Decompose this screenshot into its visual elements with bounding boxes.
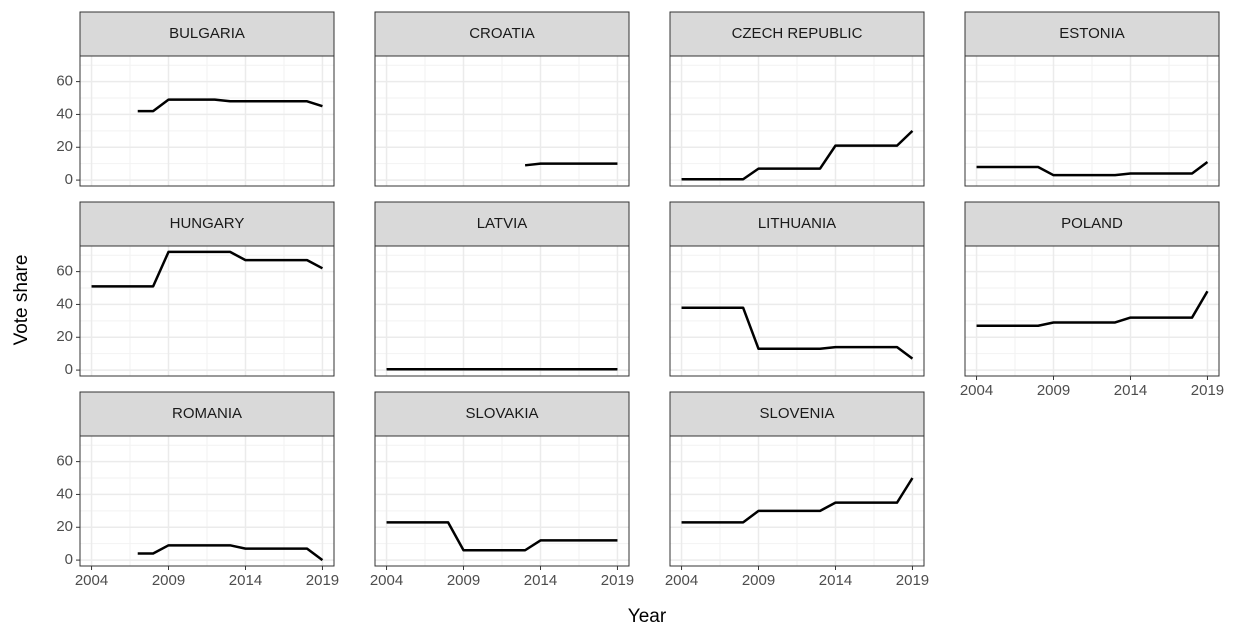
strip — [669, 391, 925, 437]
data-line — [137, 98, 323, 113]
strip-title: LITHUANIA — [758, 215, 836, 232]
strip-title: BULGARIA — [169, 25, 245, 42]
x-tick-label: 2009 — [1037, 382, 1070, 399]
panel-border — [669, 435, 925, 567]
strip — [374, 11, 630, 57]
x-tick-label: 2004 — [665, 572, 698, 589]
x-tick-label: 2019 — [896, 572, 929, 589]
strip — [374, 201, 630, 247]
x-tick-label: 2014 — [229, 572, 262, 589]
strip-title: ESTONIA — [1059, 25, 1125, 42]
y-tick-label: 60 — [56, 73, 73, 90]
strip — [669, 201, 925, 247]
strip — [964, 201, 1220, 247]
panel-border — [669, 245, 925, 377]
y-tick-label: 60 — [56, 263, 73, 280]
strip-title: ROMANIA — [172, 405, 242, 422]
data-line — [524, 162, 618, 167]
strip — [79, 201, 335, 247]
x-tick-label: 2004 — [370, 572, 403, 589]
strip-title: SLOVAKIA — [465, 405, 538, 422]
y-axis-title: Vote share — [11, 255, 32, 346]
x-tick-label: 2014 — [819, 572, 852, 589]
strip — [669, 11, 925, 57]
y-tick-label: 40 — [56, 295, 73, 312]
y-tick-label: 20 — [56, 138, 73, 155]
strip-title: POLAND — [1061, 215, 1123, 232]
panel-border — [79, 435, 335, 567]
strip-title: LATVIA — [477, 215, 528, 232]
x-tick-label: 2019 — [601, 572, 634, 589]
data-line — [976, 161, 1209, 177]
x-tick-label: 2019 — [306, 572, 339, 589]
data-line — [976, 290, 1209, 328]
y-tick-label: 20 — [56, 328, 73, 345]
data-line — [137, 544, 324, 562]
x-tick-label: 2004 — [960, 382, 993, 399]
panel-border — [669, 55, 925, 187]
data-line — [681, 306, 914, 360]
strip-title: HUNGARY — [170, 215, 245, 232]
x-tick-label: 2009 — [152, 572, 185, 589]
strip — [79, 11, 335, 57]
data-line — [681, 129, 914, 181]
y-tick-label: 40 — [56, 105, 73, 122]
y-tick-label: 20 — [56, 518, 73, 535]
x-tick-label: 2004 — [75, 572, 108, 589]
data-line — [681, 477, 914, 524]
x-tick-label: 2019 — [1191, 382, 1224, 399]
strip-title: CZECH REPUBLIC — [732, 25, 863, 42]
strip — [964, 11, 1220, 57]
y-tick-label: 60 — [56, 453, 73, 470]
x-tick-label: 2009 — [447, 572, 480, 589]
x-tick-label: 2009 — [742, 572, 775, 589]
y-tick-label: 0 — [65, 361, 73, 378]
strip-title: CROATIA — [469, 25, 535, 42]
panel-border — [964, 245, 1220, 377]
y-tick-label: 0 — [65, 171, 73, 188]
panel-border — [374, 245, 630, 377]
x-axis-title: Year — [628, 606, 667, 627]
panel-border — [79, 245, 335, 377]
panel-border — [79, 55, 335, 187]
y-tick-label: 40 — [56, 485, 73, 502]
strip — [374, 391, 630, 437]
panel-border — [374, 55, 630, 187]
x-tick-label: 2014 — [524, 572, 557, 589]
x-tick-label: 2014 — [1114, 382, 1147, 399]
panel-border — [964, 55, 1220, 187]
data-line — [386, 521, 618, 552]
y-tick-label: 0 — [65, 551, 73, 568]
panel-border — [374, 435, 630, 567]
strip-title: SLOVENIA — [759, 405, 834, 422]
data-line — [91, 250, 324, 288]
